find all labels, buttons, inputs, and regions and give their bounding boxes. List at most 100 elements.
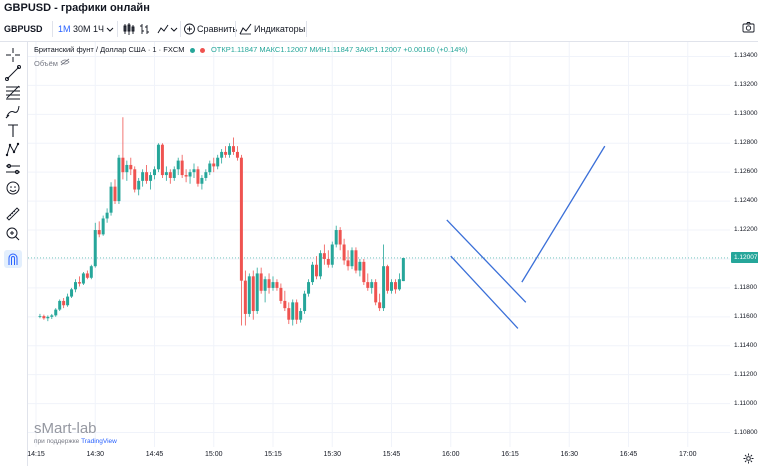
text-tool-icon[interactable] (4, 122, 22, 140)
candle-body (117, 157, 121, 202)
candle-body (164, 172, 168, 176)
candle-body (149, 175, 153, 181)
ruler-icon[interactable] (4, 205, 22, 223)
chart-legend: Британский фунт / Доллар США · 1 · FXCM … (34, 45, 468, 54)
candle-body (232, 146, 235, 152)
compare-plus-icon[interactable] (183, 22, 196, 36)
candle-body (235, 151, 239, 158)
candle-body (354, 250, 358, 271)
camera-icon[interactable] (742, 21, 755, 34)
interval-30m-button[interactable]: 30М (73, 24, 91, 34)
symbol-search-button[interactable]: GBPUSD (4, 24, 43, 34)
candle-body (397, 279, 401, 290)
candle-body (105, 212, 109, 219)
candle-body (93, 230, 97, 267)
time-tick-label: 14:30 (86, 451, 105, 458)
candle-body (54, 309, 58, 316)
price-tick-label: 1.11800 (734, 283, 758, 291)
legend-change: +0.00160 (+0.14%) (403, 45, 468, 54)
candle-body (42, 316, 46, 319)
candle-body (176, 160, 180, 170)
price-tick-label: 1.11200 (734, 370, 758, 378)
candle-body (287, 308, 291, 320)
settings-gear-icon[interactable] (743, 451, 754, 464)
candle-body (220, 151, 224, 158)
chart-canvas[interactable] (28, 42, 730, 447)
magnet-icon[interactable] (4, 250, 22, 268)
price-tick-label: 1.12400 (734, 197, 758, 205)
interval-1m-button[interactable]: 1М (58, 24, 71, 34)
candle-body (346, 260, 350, 267)
legend-high: МАКС1.12007 (259, 45, 308, 54)
indicators-button[interactable]: Индикаторы (254, 24, 306, 34)
visibility-off-icon[interactable] (60, 58, 70, 66)
candle-body (378, 302, 382, 309)
drawing-toolbar (0, 42, 28, 466)
candle-body (374, 282, 378, 303)
time-tick-label: 15:00 (204, 451, 223, 458)
chart-style-dropdown-icon[interactable] (170, 22, 178, 36)
compare-button[interactable]: Сравнить (197, 24, 238, 34)
price-tick-label: 1.12600 (734, 168, 758, 176)
time-tick-label: 16:30 (560, 451, 579, 458)
candle-body (338, 230, 342, 245)
chart-style-bars-icon[interactable] (139, 22, 153, 36)
current-price-tag: 1.12007 (731, 252, 758, 264)
trend-line (446, 219, 527, 303)
candle-body (271, 282, 275, 288)
indicators-icon[interactable] (239, 22, 252, 36)
chart-style-line-icon[interactable] (156, 22, 170, 36)
candle-body (401, 257, 405, 282)
candle-body (382, 266, 386, 309)
zoom-in-icon[interactable] (4, 225, 22, 243)
market-status-dot (199, 47, 205, 53)
powered-by-label: при поддержке (34, 438, 80, 445)
candle-body (101, 218, 105, 235)
legend-close: ЗАКР1.12007 (355, 45, 402, 54)
prediction-tool-icon[interactable] (4, 160, 22, 178)
tradingview-link[interactable]: TradingView (81, 438, 117, 445)
window-title-bar: GBPUSD - графики онлайн (0, 0, 758, 17)
candle-body (113, 186, 117, 202)
chart-style-candles-icon[interactable] (122, 22, 136, 36)
candle-body (62, 300, 66, 306)
candle-body (188, 172, 192, 177)
candle-body (81, 273, 85, 284)
volume-legend[interactable]: Объём (34, 58, 70, 68)
smart-lab-watermark: sMart-lab (34, 420, 97, 437)
candle-body (77, 282, 81, 284)
candle-body (85, 273, 89, 278)
candle-body (137, 180, 141, 190)
candle-body (366, 282, 370, 288)
trend-line-tool-icon[interactable] (4, 64, 22, 82)
candle-body (342, 244, 346, 261)
interval-1h-button[interactable]: 1Ч (93, 24, 105, 34)
candles-group (38, 117, 405, 326)
candle-body (350, 250, 354, 267)
legend-instrument[interactable]: Британский фунт / Доллар США · 1 · FXCM (34, 45, 185, 54)
candle-body (228, 146, 232, 155)
legend-low: МИН1.11847 (309, 45, 354, 54)
candle-body (275, 282, 279, 288)
price-tick-label: 1.11000 (734, 399, 758, 407)
crosshair-icon[interactable] (4, 46, 22, 64)
candle-body (125, 164, 129, 173)
market-open-dot (189, 47, 195, 53)
candle-body (58, 300, 62, 310)
candle-body (208, 163, 212, 173)
brush-tool-icon[interactable] (4, 102, 22, 120)
price-tick-label: 1.12200 (734, 226, 758, 234)
price-tick-label: 1.12800 (734, 139, 758, 147)
candle-body (200, 177, 204, 184)
toolbar-divider (52, 21, 53, 37)
interval-dropdown-icon[interactable] (106, 22, 114, 36)
candle-body (303, 293, 307, 312)
emoji-icon[interactable] (4, 179, 22, 197)
fib-retracement-tool-icon[interactable] (4, 83, 22, 101)
candle-body (192, 169, 196, 173)
candle-body (172, 169, 176, 178)
candle-body (358, 261, 362, 271)
pattern-tool-icon[interactable] (4, 141, 22, 159)
candle-body (318, 253, 322, 277)
candle-body (386, 266, 390, 291)
